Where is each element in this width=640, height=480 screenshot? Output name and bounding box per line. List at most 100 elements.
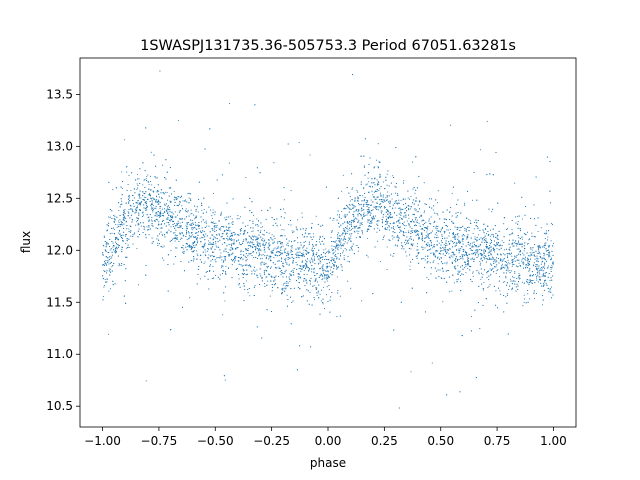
data-point <box>168 224 170 226</box>
data-point <box>299 268 301 270</box>
data-point <box>186 228 189 230</box>
data-point <box>145 178 147 180</box>
data-point <box>196 253 198 255</box>
data-point <box>530 246 532 248</box>
data-point <box>350 229 353 231</box>
data-point <box>166 191 168 194</box>
data-point <box>503 249 505 251</box>
data-point <box>550 270 552 273</box>
data-point <box>157 242 159 244</box>
data-point <box>315 279 317 281</box>
data-point <box>174 204 176 206</box>
data-point <box>113 263 115 265</box>
data-point <box>316 292 318 294</box>
data-point <box>108 263 110 265</box>
data-point <box>131 208 133 210</box>
data-point <box>449 124 452 126</box>
data-point <box>465 272 467 274</box>
data-point <box>191 224 193 226</box>
data-point <box>418 252 420 254</box>
data-point <box>163 259 165 261</box>
data-point <box>377 224 379 227</box>
data-point <box>322 235 324 237</box>
data-point <box>266 231 268 233</box>
data-point <box>154 215 156 217</box>
data-point <box>182 247 184 249</box>
data-point <box>518 262 520 264</box>
data-point <box>516 283 518 285</box>
data-point <box>326 271 328 273</box>
data-point <box>482 230 484 232</box>
data-point <box>414 209 416 211</box>
data-point <box>386 228 388 230</box>
data-point <box>544 238 546 240</box>
data-point <box>214 248 216 250</box>
data-point <box>536 255 538 257</box>
data-point <box>467 234 469 236</box>
data-point <box>204 245 206 247</box>
data-point <box>416 211 418 213</box>
data-point <box>220 214 222 216</box>
data-point <box>551 224 554 226</box>
data-point <box>428 198 431 200</box>
data-point <box>166 199 169 201</box>
data-point <box>427 242 429 244</box>
data-point <box>143 207 145 209</box>
data-point <box>224 217 226 219</box>
data-point <box>117 224 119 226</box>
data-point <box>327 269 329 271</box>
data-point <box>357 191 359 193</box>
data-point <box>361 231 363 233</box>
data-point <box>489 284 491 286</box>
data-point <box>246 242 248 244</box>
data-point <box>460 227 462 229</box>
data-point <box>238 284 240 286</box>
data-point <box>537 252 539 255</box>
data-point <box>196 283 198 285</box>
data-point <box>302 246 305 248</box>
data-point <box>381 222 383 224</box>
data-point <box>310 236 312 238</box>
data-point <box>489 258 491 260</box>
data-point <box>456 260 459 262</box>
data-point <box>186 211 188 213</box>
data-point <box>140 197 142 199</box>
data-point <box>442 270 444 272</box>
data-point <box>512 264 514 266</box>
data-point <box>270 237 272 239</box>
data-point <box>143 179 145 181</box>
data-point <box>184 199 187 201</box>
data-point <box>203 231 205 233</box>
data-point <box>476 199 478 201</box>
data-point <box>285 269 287 271</box>
data-point <box>490 246 492 248</box>
data-point <box>115 223 117 225</box>
data-point <box>528 270 530 272</box>
data-point <box>190 224 192 226</box>
data-point <box>376 220 378 222</box>
data-point <box>173 190 175 193</box>
data-point <box>426 231 428 233</box>
data-point <box>169 209 171 211</box>
data-point <box>483 241 485 243</box>
data-point <box>395 182 397 184</box>
data-point <box>289 274 291 276</box>
data-point <box>511 255 513 257</box>
data-point <box>517 285 519 287</box>
data-point <box>164 223 166 225</box>
data-point <box>282 245 284 247</box>
data-point <box>170 201 172 204</box>
data-point <box>366 201 368 203</box>
data-point <box>344 247 346 250</box>
data-point <box>386 173 388 175</box>
data-point <box>111 240 113 243</box>
data-point <box>523 301 525 303</box>
data-point <box>239 233 241 235</box>
data-point <box>347 222 349 225</box>
data-point <box>292 262 294 264</box>
data-point <box>368 211 370 214</box>
data-point <box>102 244 105 246</box>
data-point <box>434 233 436 235</box>
data-point <box>373 167 375 169</box>
data-point <box>401 208 403 210</box>
